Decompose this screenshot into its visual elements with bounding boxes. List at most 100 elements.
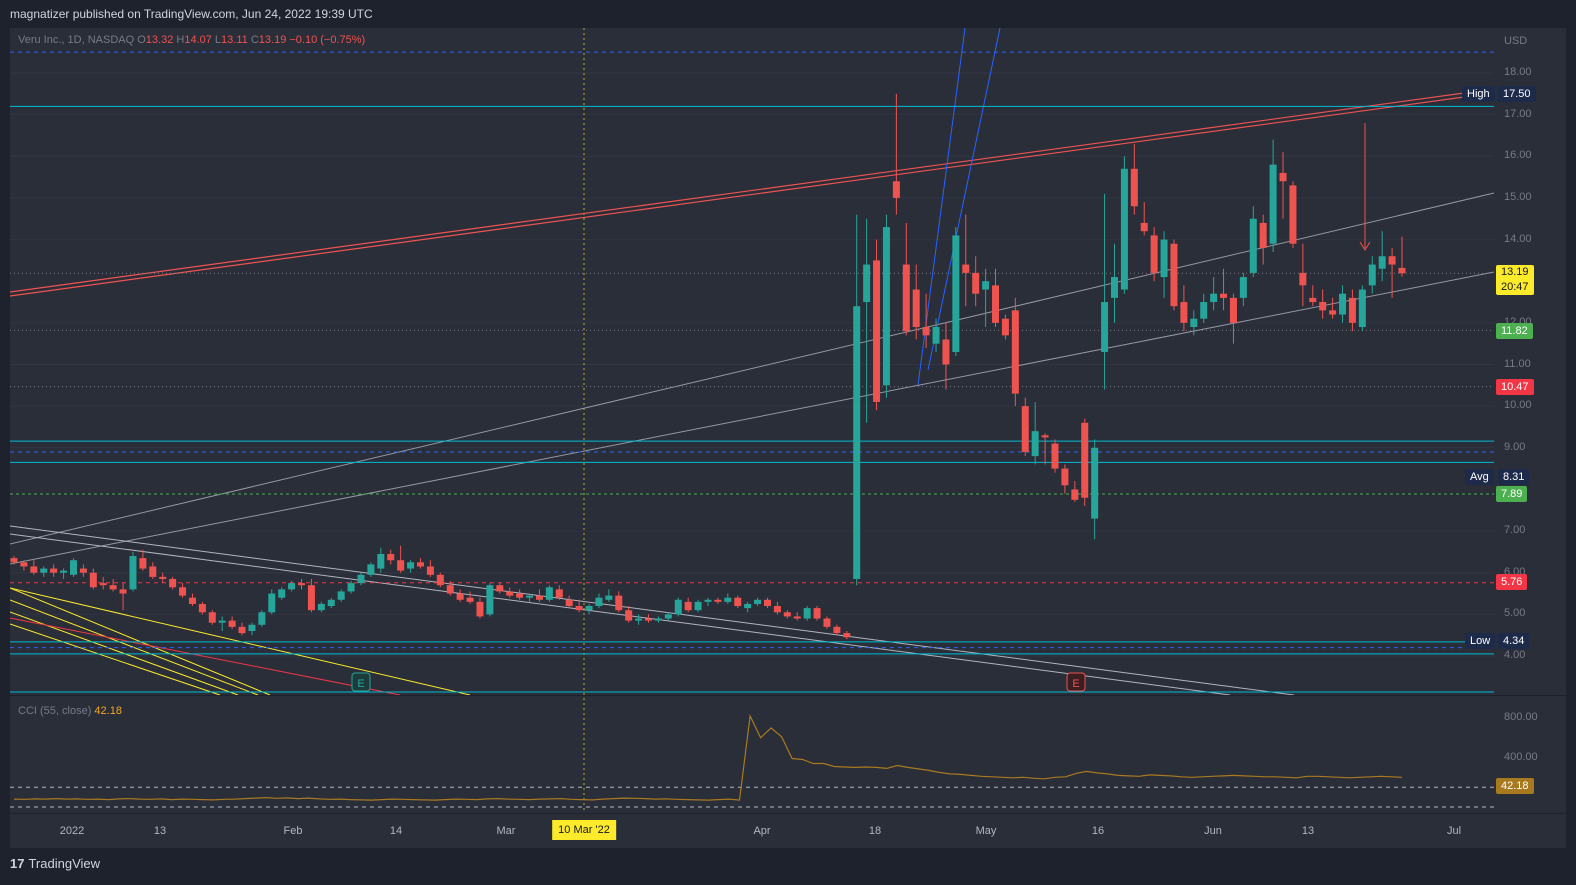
candle-body (1001, 318, 1009, 336)
candle-body (337, 591, 345, 600)
price-tick: 4.00 (1504, 649, 1526, 661)
candle-body (1220, 293, 1228, 298)
candle-body (397, 560, 405, 571)
candle-body (506, 591, 514, 596)
candle-body (238, 626, 246, 634)
trendline (10, 271, 1495, 565)
grid-lines (10, 28, 1494, 813)
candle-body (208, 612, 216, 623)
candle-body (1388, 256, 1396, 265)
legend-change: −0.10 (−0.75%) (289, 34, 366, 46)
candle-body (248, 624, 256, 632)
candle-body (317, 603, 325, 611)
tradingview-logo[interactable]: 17 TradingView (10, 856, 100, 871)
candle-body (664, 614, 672, 619)
candle-body (992, 285, 1000, 323)
time-tick: 14 (389, 825, 403, 837)
candle-body (674, 599, 682, 615)
price-tick: 14.00 (1504, 232, 1532, 245)
candle-body (426, 566, 434, 575)
candle-body (436, 574, 444, 586)
candle-body (79, 568, 87, 573)
candle-body (1041, 435, 1049, 438)
price-tick: 17.00 (1504, 107, 1532, 120)
candle-body (1081, 422, 1089, 498)
trendline (927, 28, 1001, 371)
candle-body (387, 553, 395, 561)
low-tag-label: Low (1470, 635, 1491, 647)
bar-countdown: 20:47 (1501, 281, 1529, 293)
high-tag-label: High (1467, 88, 1490, 100)
candle-body (407, 562, 415, 569)
candle-body (545, 587, 553, 600)
candle-body (1378, 256, 1386, 269)
candle-body (763, 599, 771, 607)
candle-body (902, 264, 910, 332)
time-tick: 16 (1091, 825, 1105, 837)
candle-body (516, 593, 524, 598)
candle-body (486, 585, 494, 615)
candle-body (446, 585, 454, 594)
candle-body (367, 564, 375, 575)
candle-body (1120, 168, 1128, 290)
trendline (10, 623, 221, 696)
price-tick: 16.00 (1504, 149, 1532, 162)
time-tick: Mar (496, 825, 516, 837)
time-axis-divider (10, 813, 1566, 814)
candle-body (169, 578, 177, 588)
candle-body (684, 601, 692, 611)
tradingview-logo-icon: 17 (10, 856, 25, 871)
candle-body (1229, 297, 1237, 323)
trendlines (10, 28, 1495, 696)
candle-body (1101, 302, 1109, 353)
trendline (10, 192, 1495, 545)
legend-low: 13.11 (221, 34, 248, 46)
candle-body (952, 235, 960, 353)
brand-name: TradingView (28, 856, 101, 871)
candle-body (298, 583, 306, 586)
time-tick: Jul (1446, 825, 1462, 837)
candle-body (466, 597, 474, 602)
candle-body (1071, 489, 1079, 500)
publish-info: magnatizer published on TradingView.com,… (10, 7, 373, 21)
candle-body (357, 574, 365, 584)
candle-body (1160, 239, 1168, 278)
candle-body (347, 583, 355, 592)
price-tick: 10.00 (1504, 399, 1532, 412)
trendline (10, 617, 401, 696)
candle-body (129, 556, 137, 590)
level-5-76-tag: 5.76 (1496, 574, 1528, 590)
candle-body (1210, 293, 1218, 303)
earnings-marker (1066, 672, 1086, 692)
horizontal-levels (10, 51, 1494, 693)
symbol-legend: Veru Inc., 1D, NASDAQ O13.32 H14.07 L13.… (18, 34, 365, 46)
candle-body (1358, 289, 1366, 328)
candle-body (882, 227, 890, 386)
cci-value-tag: 42.18 (1496, 778, 1534, 794)
pane-divider[interactable] (10, 695, 1566, 696)
trendline (10, 93, 1487, 297)
cci-legend: CCI (55, close) 42.18 (18, 705, 122, 717)
candle-body (188, 597, 196, 604)
candle-body (1130, 168, 1138, 207)
candle-body (853, 306, 861, 579)
candle-body (744, 603, 752, 609)
candle-body (258, 612, 266, 625)
footer: 17 TradingView (0, 850, 1576, 885)
candle-body (635, 618, 643, 621)
candle-body (228, 620, 236, 627)
candle-body (1259, 222, 1267, 248)
candle-body (1329, 310, 1337, 315)
candle-body (1249, 218, 1257, 273)
candle-body (773, 606, 781, 613)
candle-body (268, 593, 276, 613)
candle-body (1170, 243, 1178, 307)
candle-body (694, 601, 702, 611)
candle-body (526, 595, 534, 598)
legend-high: 14.07 (184, 34, 212, 46)
price-tick: 7.00 (1504, 524, 1526, 537)
candle-body (724, 597, 732, 602)
